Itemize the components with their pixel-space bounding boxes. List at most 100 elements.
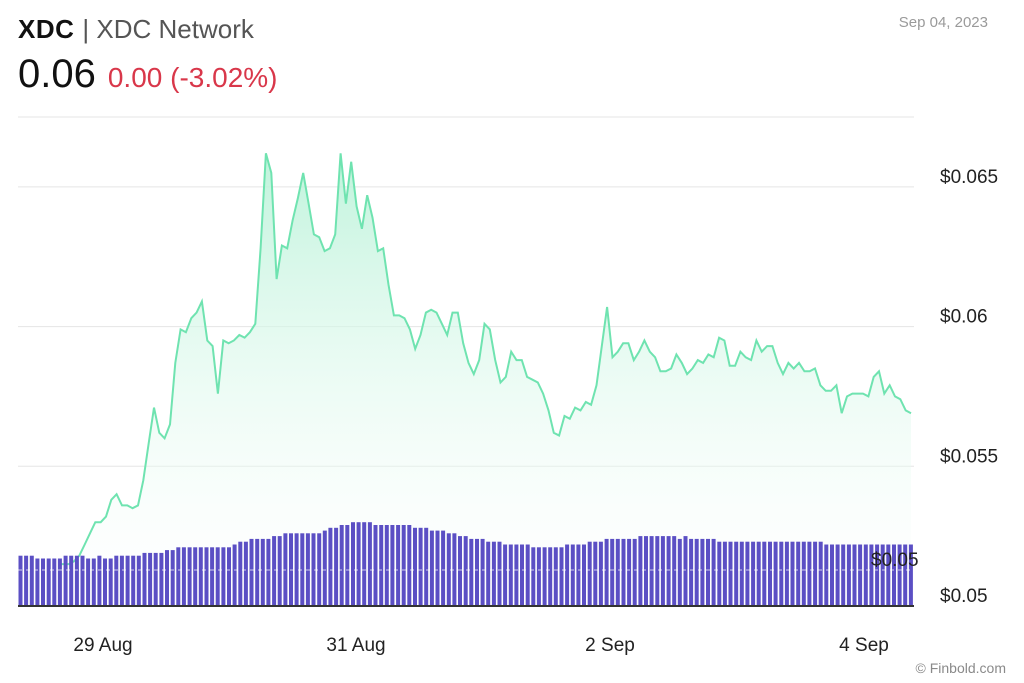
volume-bar	[728, 541, 733, 606]
volume-bar	[300, 533, 305, 606]
volume-bar	[694, 538, 699, 606]
volume-bars	[18, 522, 913, 606]
volume-bar	[784, 541, 789, 606]
volume-bar	[103, 558, 107, 606]
price-area-fill	[58, 153, 911, 607]
volume-bar	[604, 538, 609, 606]
volume-bar	[892, 544, 896, 606]
volume-bar	[593, 541, 598, 606]
x-tick-label: 4 Sep	[839, 635, 889, 656]
volume-bar	[508, 544, 513, 606]
volume-bar	[243, 541, 248, 606]
volume-bar	[897, 544, 902, 606]
volume-bar	[683, 536, 688, 606]
volume-bar	[379, 525, 384, 606]
volume-bar	[497, 541, 502, 606]
volume-bar	[148, 552, 153, 606]
volume-bar	[627, 538, 632, 606]
volume-bar	[452, 533, 457, 606]
volume-bar	[277, 536, 282, 606]
volume-bar	[531, 547, 536, 606]
volume-bar	[418, 527, 423, 606]
volume-bar	[57, 558, 62, 606]
volume-bar	[29, 555, 34, 606]
volume-bar	[852, 544, 857, 606]
price-row: 0.06 0.00 (-3.02%)	[18, 52, 278, 97]
volume-bar	[18, 555, 23, 606]
volume-bar	[339, 525, 344, 606]
volume-bar	[396, 525, 401, 606]
volume-bar	[903, 544, 908, 606]
volume-bar	[384, 525, 389, 606]
volume-bar	[717, 541, 722, 606]
volume-bar	[480, 538, 485, 606]
volume-bar	[807, 541, 812, 606]
asset-name: | XDC Network	[82, 14, 254, 44]
price-change: 0.00 (-3.02%)	[107, 62, 278, 93]
volume-bar	[830, 544, 834, 606]
volume-bar	[176, 547, 181, 606]
y-tick-label: $0.065	[940, 167, 998, 188]
volume-bar	[598, 541, 603, 606]
volume-bar	[181, 547, 186, 606]
volume-bar	[886, 544, 891, 606]
volume-bar	[869, 544, 874, 606]
x-tick-label: 31 Aug	[326, 635, 385, 656]
volume-bar	[86, 558, 91, 606]
volume-bar	[677, 538, 682, 606]
volume-bar	[559, 547, 564, 606]
volume-bar	[672, 536, 677, 606]
volume-bar	[328, 527, 333, 606]
y-tick-label: $0.06	[940, 307, 988, 328]
volume-bar	[63, 555, 68, 606]
volume-bar	[260, 538, 265, 606]
volume-bar	[80, 555, 85, 606]
volume-bar	[525, 544, 530, 606]
volume-bar	[41, 558, 45, 606]
volume-bar	[187, 547, 192, 606]
volume-overlay-label: $0.05	[871, 550, 919, 571]
volume-bar	[790, 541, 795, 606]
volume-bar	[824, 544, 829, 606]
volume-bar	[756, 541, 761, 606]
asset-header: XDC | XDC Network	[18, 14, 254, 45]
volume-bar	[52, 558, 57, 606]
volume-bar	[367, 522, 372, 606]
y-tick-label: $0.055	[940, 446, 998, 467]
volume-bar	[745, 541, 750, 606]
volume-bar	[587, 541, 592, 606]
volume-bar	[553, 547, 558, 606]
volume-bar	[491, 541, 496, 606]
volume-bar	[390, 525, 395, 606]
volume-bar	[638, 536, 643, 606]
volume-bar	[441, 530, 446, 606]
x-tick-label: 29 Aug	[73, 635, 132, 656]
volume-bar	[463, 536, 468, 606]
volume-bar	[435, 530, 440, 606]
volume-bar	[125, 555, 130, 606]
volume-bar	[706, 538, 710, 606]
volume-bar	[841, 544, 846, 606]
volume-bar	[582, 544, 586, 606]
volume-bar	[215, 547, 220, 606]
volume-bar	[768, 541, 772, 606]
volume-bar	[469, 538, 474, 606]
volume-bar	[576, 544, 581, 606]
volume-bar	[227, 547, 231, 606]
volume-bar	[615, 538, 620, 606]
volume-bar	[413, 527, 417, 606]
volume-bar	[232, 544, 237, 606]
volume-bar	[351, 522, 355, 606]
chart-date: Sep 04, 2023	[898, 14, 988, 31]
x-tick-label: 2 Sep	[585, 635, 635, 656]
volume-bar	[35, 558, 40, 606]
volume-bar	[74, 555, 79, 606]
volume-bar	[46, 558, 51, 606]
volume-bar	[660, 536, 665, 606]
volume-bar	[69, 555, 74, 606]
volume-bar	[536, 547, 541, 606]
volume-bar	[334, 527, 339, 606]
volume-bar	[880, 544, 885, 606]
volume-bar	[475, 538, 479, 606]
volume-bar	[238, 541, 243, 606]
